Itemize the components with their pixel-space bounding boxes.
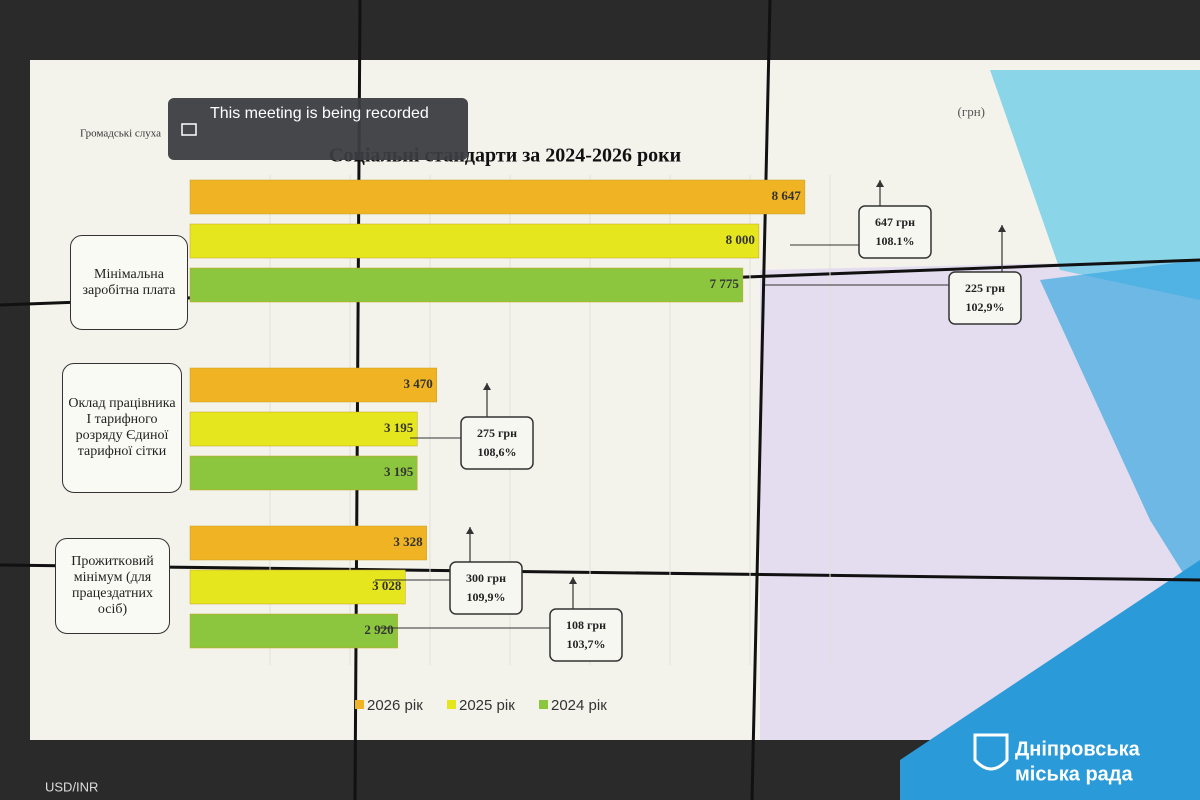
- ticker: USD/INR: [45, 779, 98, 794]
- annotation-arrowhead: [569, 577, 577, 584]
- category-label: Мінімальна заробітна плата: [70, 235, 188, 330]
- legend-swatch: [447, 700, 456, 709]
- value-label: 3 195: [384, 464, 414, 479]
- logo-icon: [973, 733, 1009, 771]
- bar: [189, 267, 744, 303]
- bar: [189, 223, 760, 259]
- legend-label: 2025 рік: [459, 697, 515, 714]
- annotation-text: 647 грн: [875, 215, 915, 229]
- recording-text: This meeting is being recorded: [210, 105, 429, 122]
- annotation-text: 108 грн: [566, 618, 606, 632]
- legend-swatch: [355, 700, 364, 709]
- category-label: Оклад працівника I тарифного розряду Єди…: [62, 363, 182, 493]
- recording-icon: [181, 123, 197, 136]
- annotation-arrowhead: [998, 225, 1006, 232]
- logo-text: Дніпровська: [1015, 738, 1141, 760]
- annotation-arrowhead: [466, 527, 474, 534]
- bar: [189, 569, 406, 605]
- unit: (грн): [958, 104, 985, 119]
- bar: [189, 455, 418, 491]
- annotation-text: 109,9%: [467, 590, 506, 604]
- bezel: [750, 0, 772, 800]
- bar: [189, 367, 438, 403]
- legend-swatch: [539, 700, 548, 709]
- value-label: 8 000: [726, 232, 755, 247]
- annotation-box: [948, 271, 1022, 325]
- logo-text: міська рада: [1015, 763, 1133, 785]
- annotation-box: [549, 608, 623, 662]
- value-label: 3 195: [384, 420, 414, 435]
- annotation-text: 102,9%: [966, 300, 1005, 314]
- value-label: 7 775: [710, 276, 740, 291]
- bar: [189, 179, 806, 215]
- value-label: 3 028: [372, 578, 402, 593]
- annotation-text: 225 грн: [965, 281, 1005, 295]
- bezel: [0, 563, 1200, 582]
- annotation-arrowhead: [483, 383, 491, 390]
- header: Громадські слуха: [80, 128, 161, 140]
- category-label: Прожиткoвий мінімум (для працездатних ос…: [55, 538, 170, 634]
- value-label: 3 328: [393, 534, 423, 549]
- value-label: 2 920: [364, 622, 393, 637]
- value-label: 3 470: [404, 376, 433, 391]
- annotation-text: 108,6%: [478, 445, 517, 459]
- recording-banner: [168, 98, 468, 160]
- annotation-text: 103,7%: [567, 637, 606, 651]
- bar: [189, 613, 398, 649]
- bar: [189, 411, 418, 447]
- annotation-box: [460, 416, 534, 470]
- legend-label: 2024 рік: [551, 697, 607, 714]
- annotation-box: [449, 561, 523, 615]
- annotation-arrowhead: [876, 180, 884, 187]
- value-label: 8 647: [772, 188, 802, 203]
- decor: [1040, 260, 1200, 600]
- decor: [990, 70, 1200, 300]
- legend-label: 2026 рік: [367, 697, 423, 714]
- annotation-text: 108.1%: [876, 234, 915, 248]
- annotation-text: 275 грн: [477, 426, 517, 440]
- annotation-box: [858, 205, 932, 259]
- bar: [189, 525, 427, 561]
- annotation-text: 300 грн: [466, 571, 506, 585]
